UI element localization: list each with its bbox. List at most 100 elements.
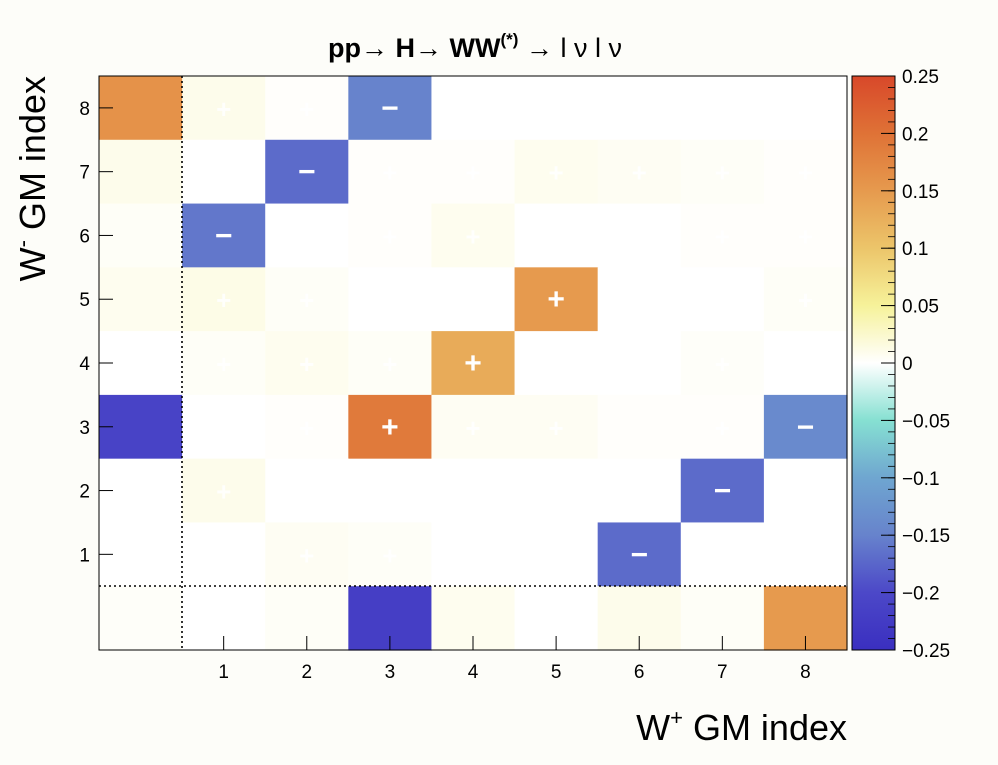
- cell-sign-label: +: [382, 158, 397, 188]
- heatmap-cell: [431, 331, 516, 396]
- heatmap-cell: [763, 331, 848, 396]
- heatmap-cell: [680, 522, 765, 587]
- heatmap-cell: [431, 76, 516, 141]
- cell-signs: + + − − + + + + + + − + + + + + + + + + + + + + + + + + + − + − + + −: [215, 92, 814, 571]
- heatmap-cell: [514, 139, 599, 205]
- cell-sign-label: +: [465, 413, 480, 443]
- heatmap-cell: [182, 522, 266, 587]
- colorbar-tick-label: 0.15: [902, 182, 939, 203]
- colorbar-tick-label: −0.05: [902, 411, 950, 432]
- colorbar-axis: 0.25 0.2 0.15 0.1 0.05 0 −0.05 −0.1 −0.15 −0.2 −0.…: [881, 67, 950, 662]
- x-tick-label: 7: [717, 662, 728, 683]
- heatmap-cell: [597, 267, 682, 332]
- cell-sign-label: +: [549, 158, 564, 188]
- heatmap-cell: [431, 203, 516, 268]
- cell-sign-label: −: [215, 219, 233, 252]
- heatmap-cell: [265, 522, 349, 587]
- heatmap-cell: [680, 394, 765, 460]
- heatmap-cell: [348, 458, 433, 524]
- x-tick-label: 3: [385, 662, 396, 683]
- heatmap-cell: [763, 203, 848, 268]
- heatmap-cell: [680, 76, 765, 141]
- x-tick-label: 6: [634, 662, 645, 683]
- heatmap-cell: [348, 267, 433, 332]
- heatmap-cell: [182, 458, 266, 524]
- y-tick-label: 5: [79, 290, 90, 311]
- y-tick-label: 6: [79, 226, 90, 247]
- x-tick-label: 2: [301, 662, 312, 683]
- x-axis-title: W+ GM index: [636, 705, 847, 748]
- colorbar-tick-label: 0.1: [902, 239, 928, 260]
- cell-sign-label: +: [299, 540, 314, 570]
- heatmap-cell: [597, 331, 682, 396]
- x-axis: 1 2 3 4 5 6 7 8: [218, 636, 811, 683]
- heatmap-cell: [431, 394, 516, 460]
- heatmap-cell: [348, 394, 433, 460]
- cell-sign-label: +: [632, 158, 647, 188]
- cell-sign-label: +: [549, 413, 564, 443]
- heatmap-cell: [514, 76, 599, 141]
- cell-sign-label: +: [547, 283, 565, 316]
- cell-sign-label: +: [216, 285, 231, 315]
- heatmap-cells: [99, 76, 848, 651]
- heatmap-cell: [182, 331, 266, 396]
- y-tick-label: 3: [79, 418, 90, 439]
- heatmap-cell: [680, 139, 765, 205]
- heatmap-cell: [431, 139, 516, 205]
- y-tick-label: 4: [79, 354, 90, 375]
- cell-sign-label: +: [798, 158, 813, 188]
- heatmap-cell: [763, 394, 848, 460]
- cell-sign-label: +: [216, 94, 231, 124]
- y-tick-label: 2: [79, 482, 90, 503]
- heatmap-cell: [182, 267, 266, 332]
- cell-sign-label: +: [382, 221, 397, 251]
- colorbar-tick-label: 0.25: [902, 67, 939, 88]
- heatmap-cell: [99, 586, 183, 651]
- cell-sign-label: +: [798, 285, 813, 315]
- cell-sign-label: +: [381, 411, 399, 444]
- heatmap-cell: [680, 458, 765, 524]
- cell-sign-label: −: [381, 92, 399, 125]
- heatmap-cell: [763, 139, 848, 205]
- cell-sign-label: −: [298, 156, 316, 189]
- cell-sign-label: −: [797, 411, 815, 444]
- heatmap-cell: [763, 76, 848, 141]
- y-axis-title: W- GM index: [10, 76, 53, 281]
- heatmap-cell: [597, 458, 682, 524]
- cell-sign-label: +: [299, 349, 314, 379]
- cell-sign-label: +: [715, 158, 730, 188]
- x-tick-label: 5: [551, 662, 562, 683]
- chart-title: pp→ H→ WW(*) → l ν l ν: [328, 30, 622, 63]
- heatmap-cell: [265, 203, 349, 268]
- heatmap-cell: [265, 139, 349, 205]
- heatmap-cell: [265, 76, 349, 141]
- heatmap-cell: [348, 76, 433, 141]
- cell-sign-label: −: [714, 475, 732, 508]
- cell-sign-label: +: [715, 221, 730, 251]
- colorbar-tick-label: 0: [902, 354, 913, 375]
- heatmap-cell: [265, 394, 349, 460]
- heatmap-cell: [597, 139, 682, 205]
- x-tick-label: 8: [800, 662, 811, 683]
- x-tick-label: 1: [218, 662, 229, 683]
- colorbar-tick-label: 0.2: [902, 124, 928, 145]
- heatmap-cell: [514, 394, 599, 460]
- heatmap-cell: [265, 331, 349, 396]
- heatmap-cell: [680, 267, 765, 332]
- heatmap-cell: [597, 203, 682, 268]
- cell-sign-label: +: [382, 349, 397, 379]
- y-axis: 8 7 6 5 4 3 2 1: [79, 99, 113, 566]
- cell-sign-label: +: [465, 221, 480, 251]
- heatmap-cell: [182, 76, 266, 141]
- colorbar-tick-label: 0.05: [902, 297, 939, 318]
- heatmap-cell: [182, 394, 266, 460]
- heatmap-cell: [348, 522, 433, 587]
- heatmap-cell: [265, 267, 349, 332]
- heatmap-cell: [182, 139, 266, 205]
- heatmap-cell: [597, 522, 682, 587]
- cell-sign-label: +: [382, 540, 397, 570]
- cell-sign-label: +: [299, 413, 314, 443]
- cell-sign-label: +: [216, 349, 231, 379]
- heatmap-cell: [514, 331, 599, 396]
